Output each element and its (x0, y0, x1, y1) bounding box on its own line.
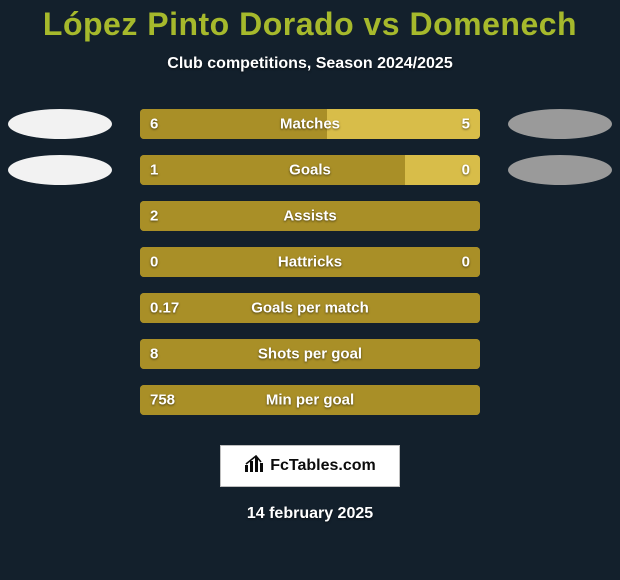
stat-row: Shots per goal 8 (0, 331, 620, 377)
player1-bar-fill (140, 155, 405, 185)
stat-bar: Goals per match 0.17 (140, 293, 480, 323)
stat-label: Shots per goal (258, 346, 362, 363)
stat-label: Min per goal (266, 392, 354, 409)
stat-bar: Min per goal 758 (140, 385, 480, 415)
player1-value: 0 (150, 254, 158, 271)
player1-value: 6 (150, 116, 158, 133)
stat-label: Assists (283, 208, 336, 225)
player2-value: 5 (462, 116, 470, 133)
comparison-subtitle: Club competitions, Season 2024/2025 (0, 55, 620, 73)
stat-bar: Assists 2 (140, 201, 480, 231)
comparison-title: López Pinto Dorado vs Domenech (0, 6, 620, 43)
stat-bar: Hattricks 0 0 (140, 247, 480, 277)
stat-row: Goals 1 0 (0, 147, 620, 193)
player2-oval (508, 155, 612, 185)
stat-row: Assists 2 (0, 193, 620, 239)
stat-bar: Shots per goal 8 (140, 339, 480, 369)
player2-value: 0 (462, 254, 470, 271)
player2-bar-fill (327, 109, 480, 139)
comparison-date: 14 february 2025 (0, 505, 620, 523)
player1-oval (8, 109, 112, 139)
stat-label: Goals per match (251, 300, 369, 317)
player2-oval (508, 109, 612, 139)
player1-value: 8 (150, 346, 158, 363)
player1-value: 0.17 (150, 300, 179, 317)
stat-row: Goals per match 0.17 (0, 285, 620, 331)
stat-rows: Matches65Goals10Assists2Hattricks00Goals… (0, 101, 620, 423)
player2-value: 0 (462, 162, 470, 179)
stat-label: Matches (280, 116, 340, 133)
stat-label: Goals (289, 162, 331, 179)
credit-text: FcTables.com (270, 457, 376, 475)
bar-chart-icon (244, 455, 264, 478)
stat-row: Hattricks 0 0 (0, 239, 620, 285)
player1-value: 758 (150, 392, 175, 409)
stat-row: Min per goal 758 (0, 377, 620, 423)
player1-value: 2 (150, 208, 158, 225)
player1-oval (8, 155, 112, 185)
comparison-card: López Pinto Dorado vs Domenech Club comp… (0, 0, 620, 580)
stat-label: Hattricks (278, 254, 342, 271)
stat-row: Matches 6 5 (0, 101, 620, 147)
stat-bar: Goals 1 0 (140, 155, 480, 185)
stat-bar: Matches 6 5 (140, 109, 480, 139)
player1-value: 1 (150, 162, 158, 179)
credit-box: FcTables.com (220, 445, 400, 487)
